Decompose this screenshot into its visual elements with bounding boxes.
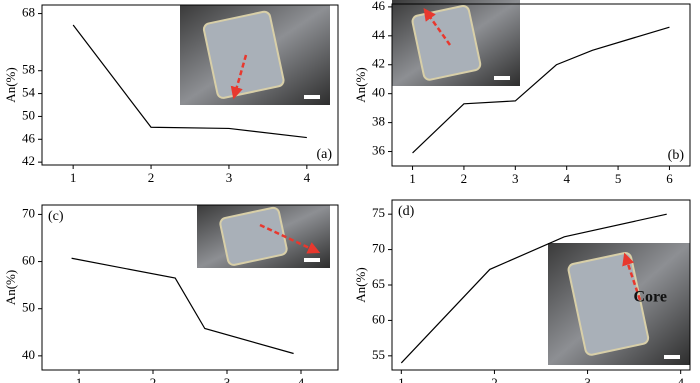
x-tick-label: 1 bbox=[76, 375, 83, 383]
y-tick-label: 60 bbox=[372, 311, 385, 326]
x-tick-label: 6 bbox=[666, 171, 673, 186]
y-tick-label: 50 bbox=[22, 107, 35, 122]
data-line bbox=[72, 24, 307, 139]
x-tick-label: 1 bbox=[70, 170, 77, 185]
x-tick-label: 2 bbox=[491, 375, 498, 383]
x-tick-label: 4 bbox=[298, 375, 305, 383]
plot-frame bbox=[41, 204, 339, 371]
y-tick-label: 58 bbox=[22, 62, 35, 77]
x-tick-label: 3 bbox=[226, 170, 233, 185]
x-tick-label: 2 bbox=[150, 375, 157, 383]
y-tick-label: 44 bbox=[372, 27, 386, 42]
y-tick-label: 40 bbox=[372, 85, 385, 100]
y-tick-label: 54 bbox=[22, 85, 36, 100]
panel-label: (c) bbox=[48, 209, 64, 224]
x-tick-label: 3 bbox=[224, 375, 231, 383]
y-tick-label: 40 bbox=[22, 347, 35, 362]
y-tick-label: 38 bbox=[372, 114, 385, 129]
data-line bbox=[400, 213, 667, 364]
x-tick-label: 4 bbox=[563, 171, 570, 186]
y-axis-label: An(%) bbox=[353, 67, 368, 102]
x-tick-label: 3 bbox=[512, 171, 519, 186]
data-line bbox=[71, 257, 294, 355]
data-line bbox=[412, 26, 670, 154]
y-tick-label: 46 bbox=[22, 130, 36, 145]
y-tick-label: 42 bbox=[372, 56, 385, 71]
plot-frame bbox=[391, 3, 691, 167]
x-tick-label: 2 bbox=[461, 171, 468, 186]
x-tick-label: 3 bbox=[584, 375, 591, 383]
x-tick-label: 4 bbox=[677, 375, 684, 383]
y-axis-label: An(%) bbox=[353, 267, 368, 302]
y-tick-label: 42 bbox=[22, 153, 35, 168]
arrow bbox=[423, 7, 452, 46]
y-tick-label: 70 bbox=[22, 205, 35, 220]
crystal bbox=[411, 5, 482, 81]
panel-label: (d) bbox=[398, 204, 415, 219]
y-tick-label: 50 bbox=[22, 300, 35, 315]
y-tick-label: 75 bbox=[372, 205, 385, 220]
y-tick-label: 65 bbox=[372, 276, 385, 291]
scale-bar bbox=[304, 95, 320, 99]
panel-label: (b) bbox=[668, 148, 685, 163]
y-tick-label: 36 bbox=[372, 143, 386, 158]
y-axis-label: An(%) bbox=[3, 67, 18, 102]
y-tick-label: 46 bbox=[372, 0, 386, 13]
x-tick-label: 2 bbox=[148, 170, 155, 185]
y-tick-label: 60 bbox=[22, 253, 35, 268]
y-tick-label: 68 bbox=[22, 5, 35, 20]
arrow bbox=[259, 223, 321, 254]
x-tick-label: 1 bbox=[398, 375, 405, 383]
arrow bbox=[230, 54, 248, 100]
crystal bbox=[202, 10, 285, 99]
x-tick-label: 5 bbox=[615, 171, 622, 186]
panel-label: (a) bbox=[316, 147, 332, 162]
inset-label: Core bbox=[634, 289, 667, 306]
scale-bar bbox=[304, 258, 320, 262]
y-tick-label: 55 bbox=[372, 347, 385, 362]
y-axis-label: An(%) bbox=[3, 270, 18, 305]
plot-frame bbox=[41, 4, 339, 166]
x-tick-label: 1 bbox=[409, 171, 416, 186]
x-tick-label: 4 bbox=[304, 170, 311, 185]
scale-bar bbox=[664, 355, 680, 359]
y-tick-label: 70 bbox=[372, 241, 385, 256]
crystal bbox=[219, 206, 288, 266]
scale-bar bbox=[494, 76, 510, 80]
